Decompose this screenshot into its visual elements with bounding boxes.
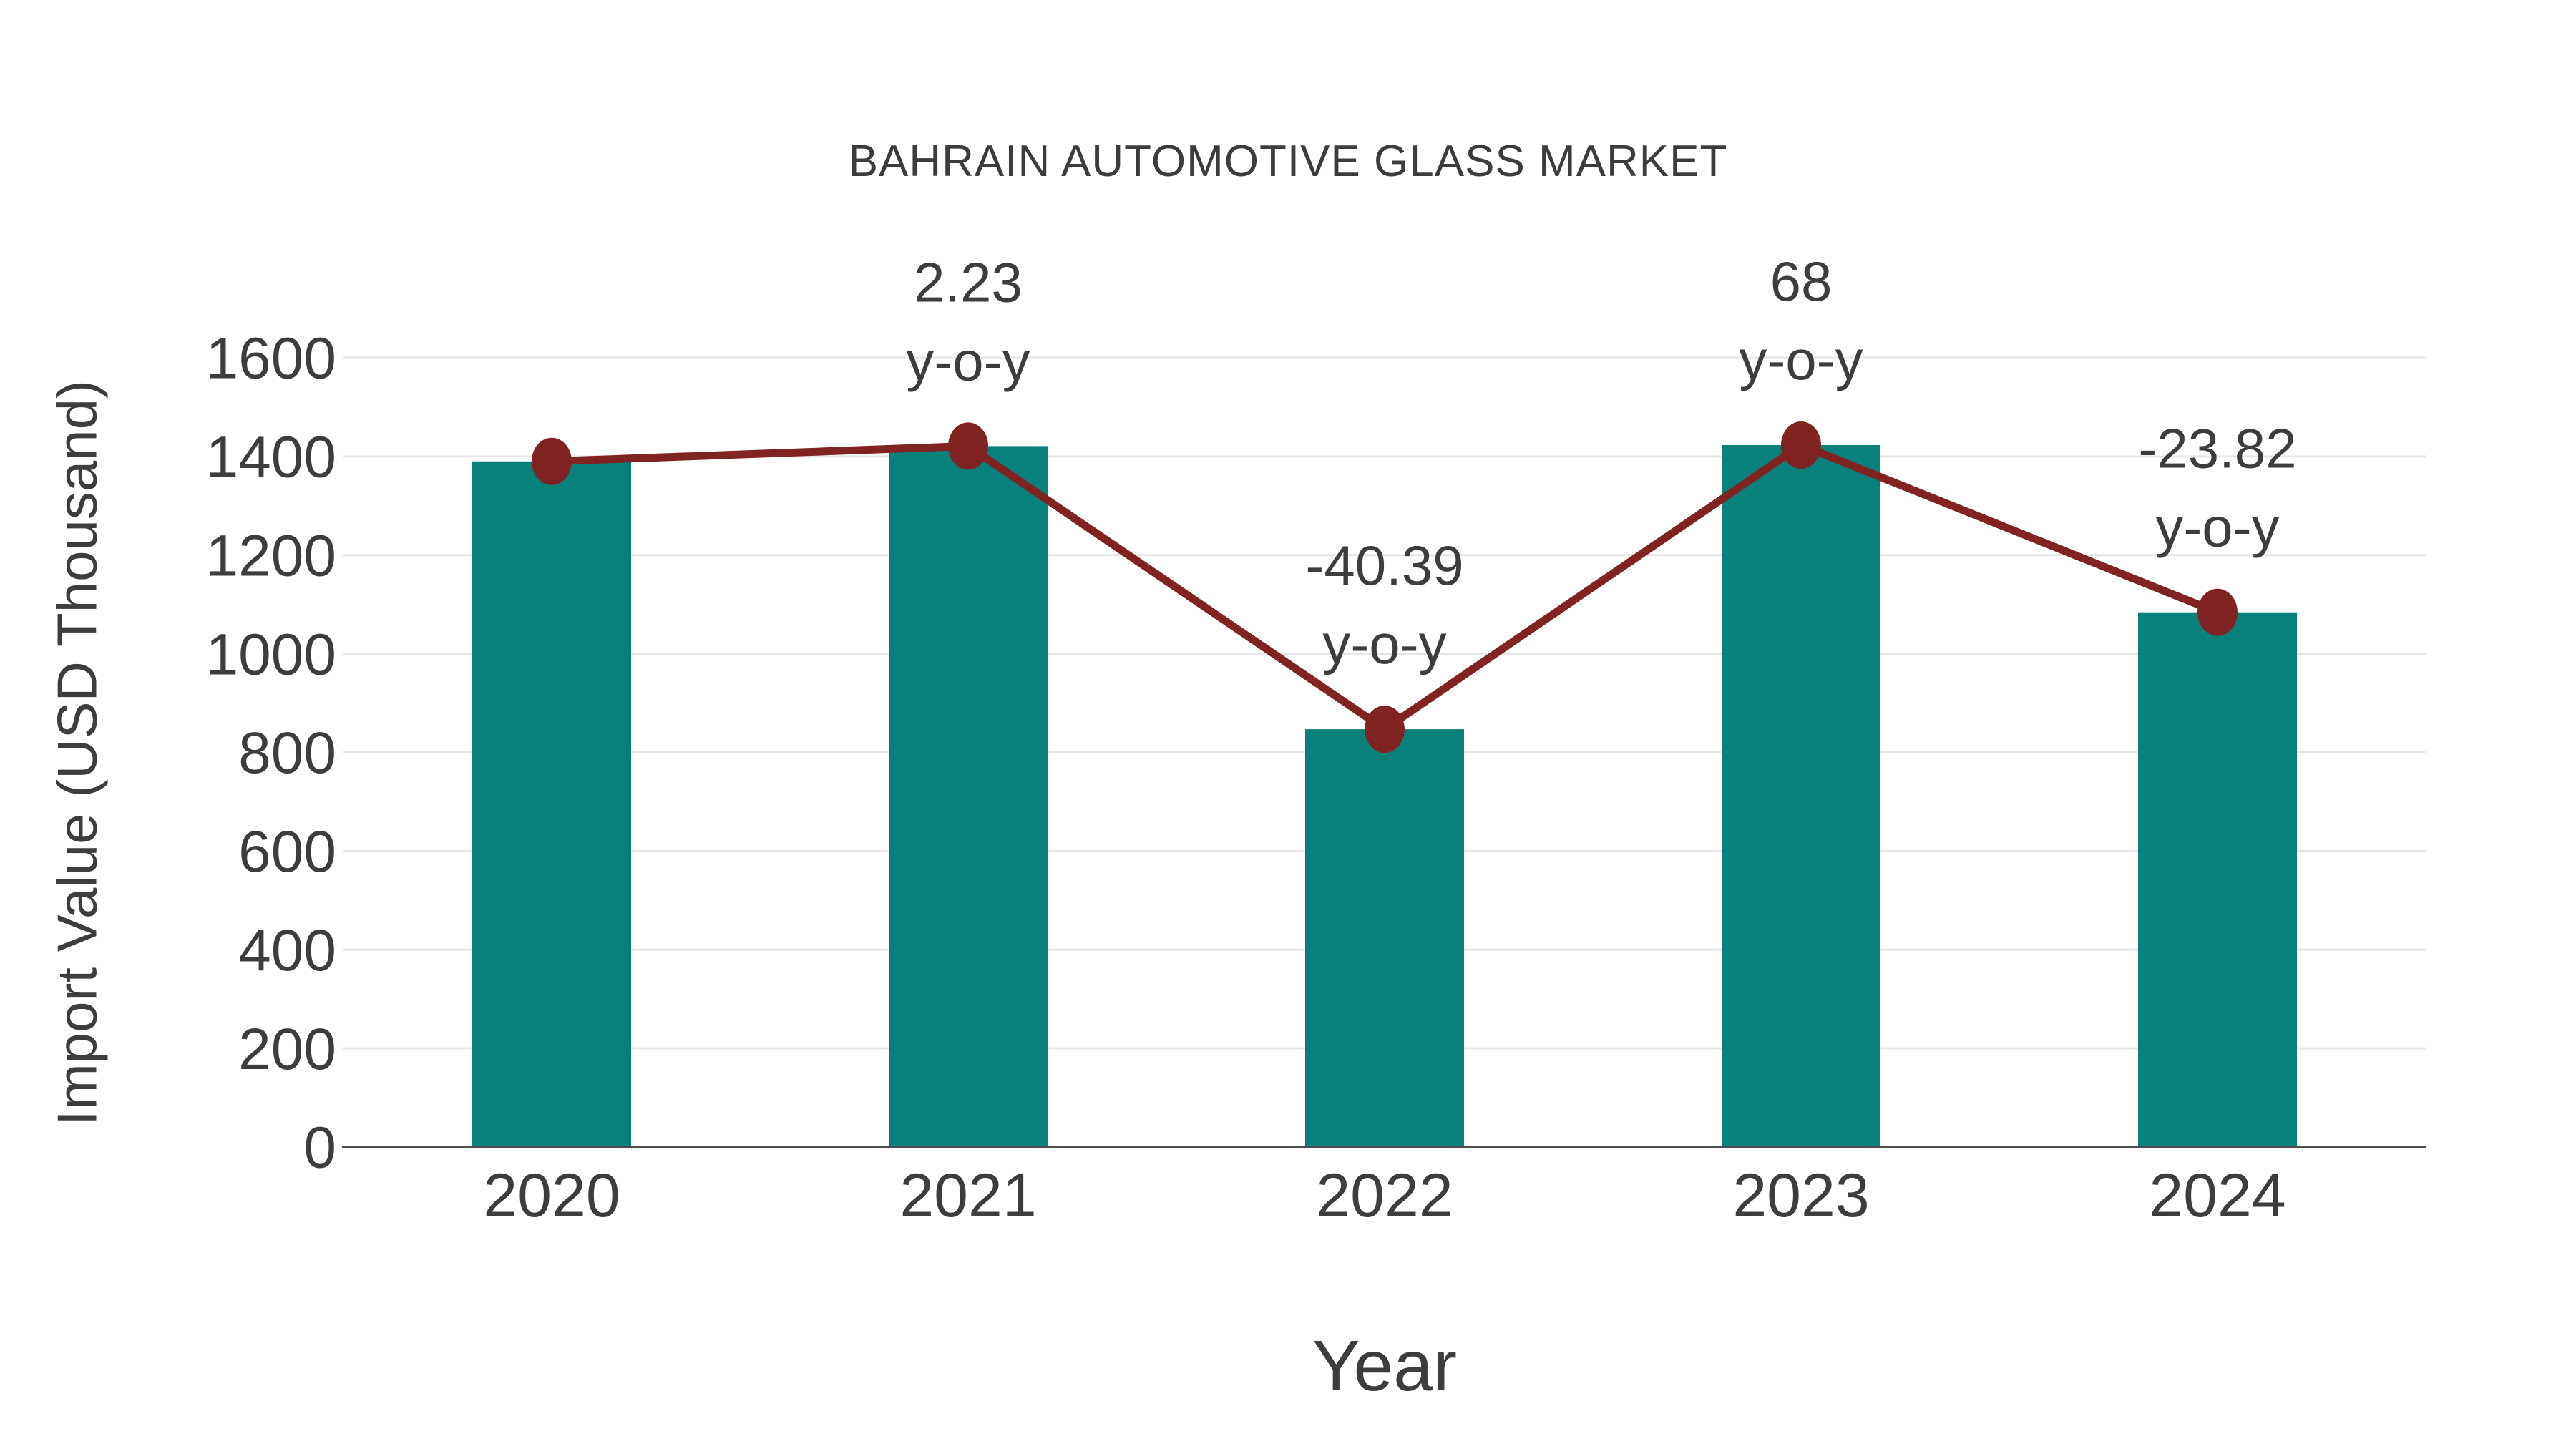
bar-2021: [889, 446, 1048, 1147]
y-tick-label-1600: 1600: [206, 326, 336, 391]
y-tick-label-1200: 1200: [206, 523, 336, 588]
annotation-suffix-2021: y-o-y: [906, 329, 1030, 392]
y-tick-label-200: 200: [238, 1017, 336, 1082]
marker-2020: [532, 437, 572, 485]
annotation-suffix-2024: y-o-y: [2155, 496, 2279, 559]
y-tick-label-1000: 1000: [206, 622, 336, 687]
y-tick-label-400: 400: [238, 918, 336, 983]
bar-2024: [2138, 612, 2297, 1147]
x-tick-label-2023: 2023: [1732, 1161, 1869, 1230]
x-axis-title: Year: [1312, 1326, 1458, 1406]
y-tick-label-0: 0: [303, 1116, 336, 1181]
bar-2020: [472, 461, 631, 1147]
annotation-value-2024: -23.82: [2138, 417, 2296, 480]
x-tick-label-2021: 2021: [899, 1161, 1036, 1230]
annotation-suffix-2022: y-o-y: [1322, 613, 1446, 675]
y-tick-label-1400: 1400: [206, 425, 336, 490]
annotation-value-2023: 68: [1770, 250, 1833, 313]
marker-2021: [948, 422, 988, 470]
marker-2024: [2197, 588, 2238, 636]
annotation-value-2022: -40.39: [1305, 534, 1463, 597]
y-axis-title: Import Value (USD Thousand): [45, 380, 109, 1126]
x-tick-label-2020: 2020: [483, 1161, 620, 1230]
x-tick-label-2024: 2024: [2149, 1161, 2285, 1230]
marker-2022: [1365, 706, 1405, 753]
bar-2022: [1305, 729, 1464, 1147]
bar-2023: [1722, 445, 1880, 1147]
y-tick-label-600: 600: [238, 819, 336, 884]
chart-title: BAHRAIN AUTOMOTIVE GLASS MARKET: [848, 137, 1728, 186]
y-tick-label-800: 800: [238, 721, 336, 786]
annotation-value-2021: 2.23: [914, 250, 1023, 313]
marker-2023: [1781, 421, 1821, 469]
annotation-suffix-2023: y-o-y: [1739, 328, 1863, 391]
x-tick-label-2022: 2022: [1316, 1161, 1453, 1230]
